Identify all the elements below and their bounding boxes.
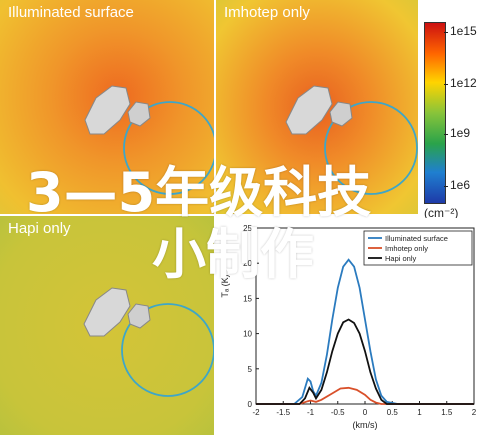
imhotep-panel: Imhotep only [216,0,418,214]
imhotep-map [216,0,418,214]
x-tick-label: 1 [417,408,422,417]
x-tick-label: -1 [307,408,315,417]
x-tick-label: -1.5 [276,408,290,417]
colorbar [424,22,446,204]
x-axis-label: (km/s) [353,420,378,430]
illuminated-surface-map [0,0,214,214]
y-tick-label: 5 [248,365,253,374]
legend-label: Illuminated surface [385,234,448,243]
series-line-3 [256,318,474,405]
colorbar-tick-label: 1e15 [450,24,477,38]
comet-shape [83,287,151,337]
panel-title: Imhotep only [224,4,310,21]
legend-label: Hapi only [385,254,417,263]
y-tick-label: 20 [243,259,252,268]
overlay-line-1: 3—5年级科技 [26,161,372,224]
overlay-line-2: 小制作 [152,223,314,286]
comet-shape [285,85,353,135]
temperature-chart-svg: -2 -1.5 -1 -0.5 0 0.5 1 1.5 20510152025(km/s)Tₐ … [220,224,477,430]
panel-title: Hapi only [8,220,71,237]
y-axis-label: Tₐ (K) [220,274,230,297]
colorbar-tick-mark [444,32,448,33]
series-line-2 [256,386,474,405]
legend-label: Imhotep only [385,244,428,253]
panel-title: Illuminated surface [8,4,134,21]
colorbar-tick-mark [444,186,448,187]
x-tick-label: 2 [472,408,477,417]
x-tick-label: 1.5 [441,408,453,417]
y-tick-label: 0 [248,400,253,409]
colorbar-tick-mark [444,134,448,135]
series-line-1 [256,258,474,405]
illuminated-surface-panel: Illuminated surface [0,0,214,214]
colorbar-tick-label: 1e12 [450,76,477,90]
hapi-map [0,216,214,435]
y-tick-label: 10 [243,330,252,339]
x-tick-label: 0.5 [387,408,399,417]
temperature-chart: -2 -1.5 -1 -0.5 0 0.5 1 1.5 2 0 5 10 15 20 25 (km/s) Tₐ … [214,218,500,435]
x-tick-label: -2 [252,408,260,417]
y-tick-label: 25 [243,224,252,233]
x-tick-label: 0 [363,408,368,417]
colorbar-unit: (cm⁻²) [424,206,459,220]
colorbar-tick-label: 1e6 [450,178,471,192]
colorbar-tick-label: 1e9 [450,126,471,140]
x-tick-label: -0.5 [331,408,345,417]
y-tick-label: 15 [243,294,252,303]
comet-shape [84,85,151,135]
colorbar-tick-mark [444,84,448,85]
hapi-panel: Hapi only [0,216,214,435]
